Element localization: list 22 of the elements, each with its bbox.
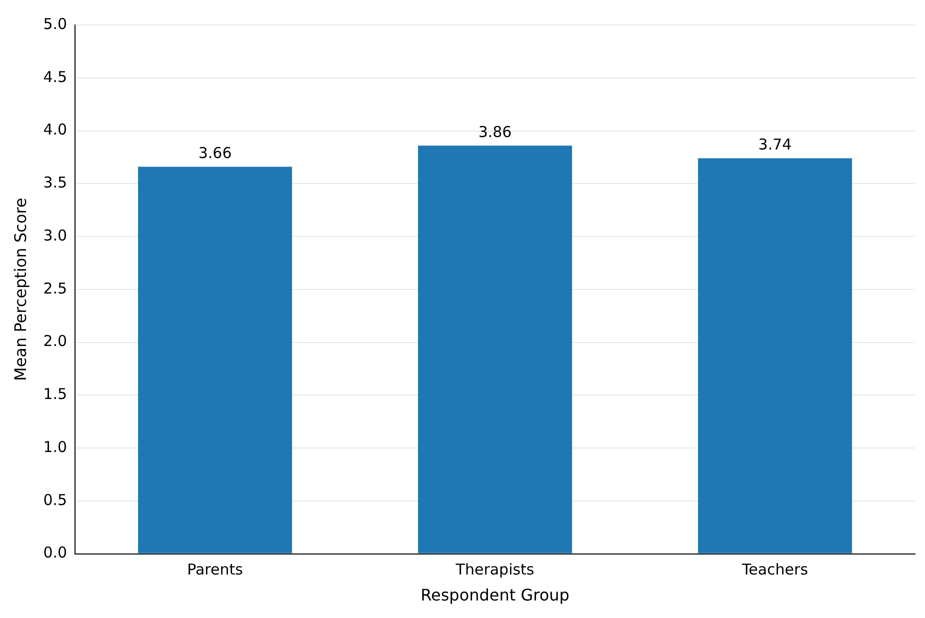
y-axis-title: Mean Perception Score (10, 198, 30, 381)
y-tick-label: 0.0 (43, 544, 68, 562)
y-tick-label: 3.0 (43, 226, 68, 244)
data-label: 3.74 (758, 136, 792, 154)
bar (418, 146, 572, 554)
y-tick-label: 4.0 (43, 120, 68, 139)
x-tick-label: Parents (187, 560, 244, 579)
y-tick-label: 3.5 (43, 174, 68, 192)
x-tick-label: Therapists (454, 560, 534, 579)
y-tick-label: 2.5 (43, 279, 68, 298)
y-tick-label: 1.5 (43, 385, 68, 404)
data-label: 3.66 (198, 144, 232, 162)
y-tick-label: 2.0 (43, 332, 68, 350)
x-tick-label: Teachers (741, 560, 808, 579)
data-label: 3.86 (478, 122, 512, 141)
y-tick-label: 5.0 (43, 14, 68, 33)
y-tick-label: 4.5 (43, 68, 68, 86)
bar (138, 166, 292, 554)
y-tick-label: 0.5 (43, 490, 68, 509)
bar (698, 158, 852, 554)
x-axis-title: Respondent Group (420, 586, 570, 605)
y-tick-label: 1.0 (43, 438, 68, 456)
